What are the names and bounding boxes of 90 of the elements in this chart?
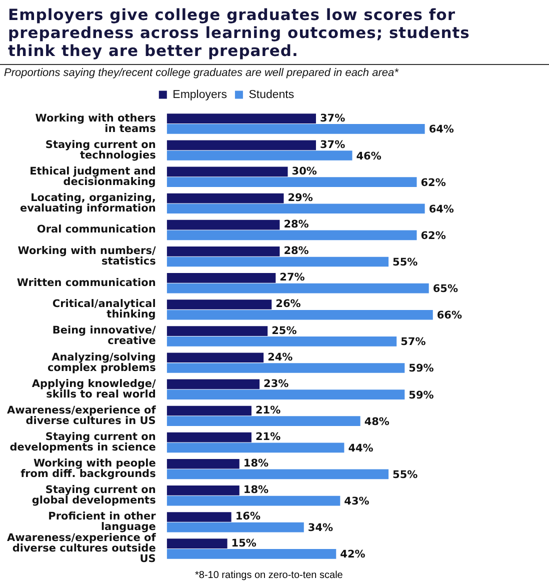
data-label: 27% (280, 272, 306, 284)
y-tick-label: Working with others in teams (35, 112, 156, 135)
data-label: 44% (348, 442, 374, 454)
bar (166, 486, 240, 496)
text: *8-10 ratings on zero-to-ten scale (195, 570, 343, 581)
y-tick-label: Staying current on global developments (32, 484, 156, 507)
data-label: 26% (276, 298, 302, 310)
data-label: 57% (400, 336, 426, 348)
chart-subtitle: Proportions saying they/recent college graduates are well prepared in each area* (0, 64, 549, 81)
y-tick-label: Staying current on technologies (45, 138, 156, 162)
y-tick-label: Working with people from diff. backgrounds (20, 458, 156, 480)
legend-label: Students (248, 88, 294, 101)
data-label: 59% (408, 389, 434, 402)
bar (166, 406, 252, 416)
data-label: 18% (243, 458, 269, 470)
bar (166, 352, 264, 363)
data-label: 37% (320, 112, 346, 124)
y-tick-label: Locating, organizing, evaluating information (20, 192, 156, 214)
bar (166, 416, 360, 426)
bar (166, 204, 425, 214)
y-tick-label: Critical/analytical thinking (52, 298, 156, 321)
y-tick-label: Oral communication (36, 224, 156, 236)
data-label: 16% (235, 510, 261, 523)
y-tick-label: Awareness/experience of diverse cultures in US (6, 404, 156, 427)
bar (166, 548, 336, 559)
data-label: 21% (255, 404, 282, 416)
bar (166, 496, 340, 506)
bar (166, 124, 425, 134)
bar (166, 246, 280, 256)
bar (166, 220, 280, 230)
bar (166, 114, 316, 124)
y-tick-label: Awareness/experience of diverse cultures outside US (6, 532, 156, 565)
bar (166, 193, 284, 204)
data-label: 15% (231, 537, 257, 550)
data-label: 66% (436, 310, 462, 322)
y-tick-label: Working with numbers/ statistics (18, 245, 156, 268)
bar (166, 310, 433, 320)
bar (166, 283, 429, 294)
data-label: 64% (428, 203, 454, 216)
data-label: 64% (428, 124, 454, 136)
bar (166, 336, 397, 346)
data-label: 62% (420, 230, 446, 242)
data-label: 24% (268, 351, 294, 364)
data-label: 29% (288, 192, 314, 204)
bar (166, 469, 389, 480)
data-label: 34% (308, 522, 334, 534)
data-label: 21% (255, 431, 282, 444)
data-label: 55% (392, 468, 418, 481)
bar (166, 363, 405, 373)
data-label: 65% (432, 283, 458, 296)
data-label: 28% (284, 218, 310, 231)
bar (166, 273, 276, 283)
data-label: 46% (356, 150, 382, 162)
bar (166, 177, 417, 187)
y-tick-label: Being innovative/ creative (52, 324, 156, 348)
data-label: 18% (243, 484, 269, 496)
data-label: 48% (364, 416, 390, 428)
data-label: 43% (344, 496, 370, 508)
bar (166, 300, 272, 310)
bar (166, 442, 344, 453)
bar (166, 458, 240, 469)
y-tick-label: Staying current on developments in science (10, 430, 156, 454)
legend-label: Employers (172, 88, 228, 101)
bar (166, 390, 405, 400)
data-label: 42% (340, 548, 366, 561)
data-label: 37% (320, 138, 346, 151)
y-tick-label: Ethical judgment and decisionmaking (30, 165, 156, 188)
data-label: 23% (264, 378, 290, 390)
data-label: 62% (420, 176, 446, 189)
bar (166, 256, 389, 267)
chart-title: Employers give college graduates low scores for preparedness across learning outcomes; students think they are better prepared. (8, 6, 471, 60)
bar (166, 150, 352, 160)
data-label: 59% (408, 362, 434, 375)
y-tick-label: Analyzing/solving complex problems (47, 351, 156, 374)
bar (166, 432, 252, 442)
y-tick-label: Written communication (16, 276, 156, 289)
y-tick-label: Proficient in other language (48, 510, 157, 534)
bar (166, 140, 316, 150)
bar (166, 326, 268, 336)
data-label: 55% (392, 256, 418, 268)
bar (166, 230, 417, 240)
data-label: 30% (292, 165, 318, 178)
bar (166, 166, 288, 177)
bar (166, 538, 228, 548)
y-tick-label: Applying knowledge/ skills to real world (32, 378, 156, 400)
bar (166, 512, 232, 522)
bar (166, 522, 304, 532)
bar (166, 379, 260, 390)
data-label: 28% (284, 245, 310, 258)
data-label: 25% (272, 324, 298, 337)
